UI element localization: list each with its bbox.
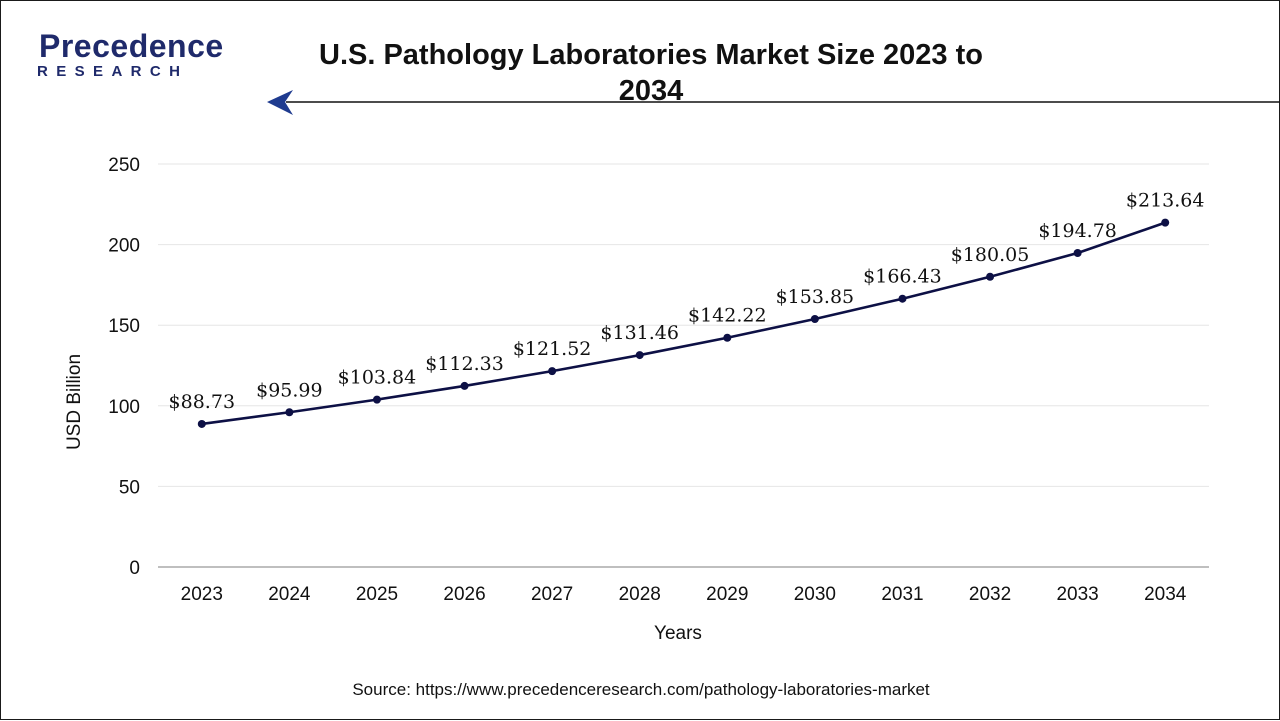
series-layer bbox=[201, 221, 1166, 426]
data-label: $142.22 bbox=[688, 305, 767, 327]
chart-title: U.S. Pathology Laboratories Market Size … bbox=[319, 39, 983, 107]
y-tick-label: 0 bbox=[129, 558, 140, 579]
data-point bbox=[635, 351, 644, 360]
x-tick-label: 2034 bbox=[1144, 584, 1187, 605]
data-labels: $88.73 $95.99 $103.84 $112.33 $121.52 $131.46… bbox=[169, 190, 1205, 413]
brand-logo: Precedence RESEARCH bbox=[31, 25, 231, 85]
y-tick-label: 250 bbox=[108, 155, 140, 176]
source-note: Source: https://www.precedenceresearch.c… bbox=[352, 680, 930, 699]
data-label: $194.78 bbox=[1038, 220, 1117, 242]
data-point bbox=[898, 294, 907, 303]
y-tick-label: 200 bbox=[108, 236, 140, 257]
data-label: $103.84 bbox=[338, 367, 417, 389]
data-point bbox=[986, 272, 995, 281]
y-tick-labels: 0 50 100 150 200 250 bbox=[108, 155, 140, 579]
x-tick-label: 2033 bbox=[1056, 584, 1098, 605]
x-tick-label: 2028 bbox=[619, 584, 661, 605]
data-point bbox=[723, 333, 732, 342]
logo-name: Precedence bbox=[39, 28, 224, 64]
data-point bbox=[285, 408, 294, 417]
x-tick-label: 2025 bbox=[356, 584, 398, 605]
y-axis-label: USD Billion bbox=[64, 353, 85, 451]
data-label: $121.52 bbox=[513, 338, 592, 360]
data-label: $112.33 bbox=[425, 353, 504, 375]
data-label: $180.05 bbox=[951, 244, 1030, 266]
x-tick-label: 2032 bbox=[969, 584, 1011, 605]
arrow-left-icon bbox=[267, 90, 293, 115]
x-tick-label: 2024 bbox=[268, 584, 311, 605]
header-divider bbox=[267, 90, 1280, 115]
x-tick-label: 2027 bbox=[531, 584, 573, 605]
data-label: $153.85 bbox=[776, 286, 855, 308]
x-tick-label: 2030 bbox=[794, 584, 836, 605]
data-point bbox=[372, 395, 381, 404]
y-tick-label: 50 bbox=[119, 477, 140, 498]
logo-subtitle: RESEARCH bbox=[37, 63, 189, 80]
data-points bbox=[197, 218, 1170, 428]
data-point bbox=[197, 419, 206, 428]
y-tick-label: 100 bbox=[108, 397, 140, 418]
x-tick-label: 2029 bbox=[706, 584, 748, 605]
x-axis-label: Years bbox=[654, 623, 702, 644]
data-label: $166.43 bbox=[863, 266, 942, 288]
series-line bbox=[201, 221, 1166, 426]
x-tick-label: 2031 bbox=[881, 584, 923, 605]
data-label: $213.64 bbox=[1126, 190, 1205, 212]
data-point bbox=[548, 367, 557, 376]
data-label: $95.99 bbox=[256, 379, 322, 401]
data-label: $131.46 bbox=[600, 322, 679, 344]
data-point bbox=[1161, 218, 1170, 227]
x-tick-labels: 2023 2024 2025 2026 2027 2028 2029 2030 2031 2032… bbox=[181, 584, 1187, 605]
data-point bbox=[810, 314, 819, 323]
y-tick-label: 150 bbox=[108, 316, 140, 337]
data-point bbox=[460, 381, 469, 390]
data-point bbox=[1073, 249, 1082, 258]
data-label: $88.73 bbox=[169, 391, 235, 413]
x-tick-label: 2023 bbox=[181, 584, 223, 605]
x-tick-label: 2026 bbox=[443, 584, 485, 605]
